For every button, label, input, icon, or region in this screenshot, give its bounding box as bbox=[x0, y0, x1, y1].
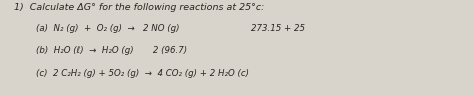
Text: 1)  Calculate ΔG° for the following reactions at 25°c:: 1) Calculate ΔG° for the following react… bbox=[14, 3, 264, 12]
Text: (c)  2 C₂H₂ (g) + 5O₂ (g)  →  4 CO₂ (g) + 2 H₂O (c): (c) 2 C₂H₂ (g) + 5O₂ (g) → 4 CO₂ (g) + 2… bbox=[36, 69, 248, 78]
Text: (a)  N₂ (g)  +  O₂ (g)  →   2 NO (g)                          273.15 + 25: (a) N₂ (g) + O₂ (g) → 2 NO (g) 273.15 + … bbox=[36, 24, 305, 33]
Text: (b)  H₂O (ℓ)  →  H₂O (g)       2 (96.7): (b) H₂O (ℓ) → H₂O (g) 2 (96.7) bbox=[36, 46, 187, 55]
